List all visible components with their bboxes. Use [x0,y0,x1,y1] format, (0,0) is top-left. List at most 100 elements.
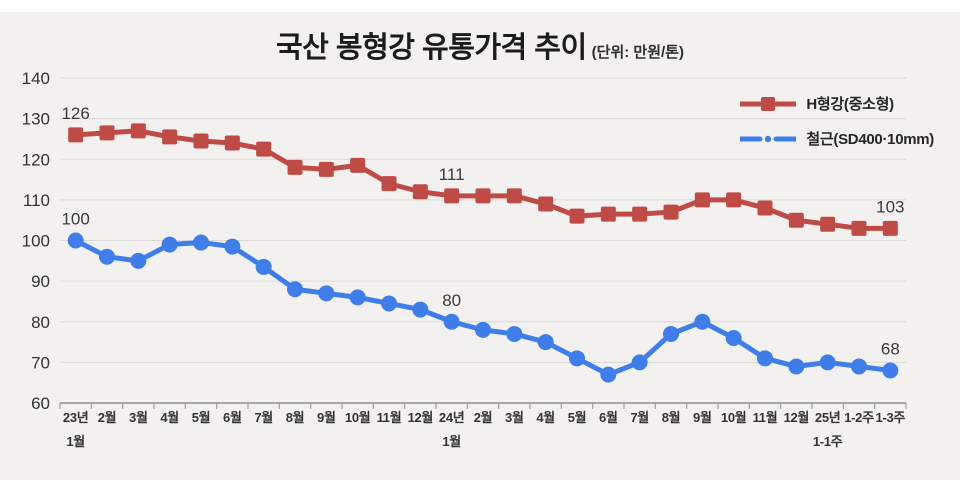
h-beam-point-marker [256,141,272,157]
x-tick-label: 3월 [129,410,148,425]
x-tick-label: 10월 [345,410,371,425]
x-tick-label: 1-3주 [876,410,906,425]
rebar-point-marker [381,295,397,312]
chart-legend: H형강(중소형) 철근(SD400·10mm) [740,86,934,156]
h-beam-point-marker [851,220,867,236]
rebar-point-marker [412,301,429,318]
h-beam-point-marker [757,200,773,216]
h-beam-point-marker [224,135,240,151]
data-point-label: 68 [881,340,900,359]
h-beam-point-marker [444,188,460,204]
x-tick-label: 3월 [505,410,524,425]
h-beam-point-marker [569,208,585,224]
h-beam-point-marker [726,192,742,208]
rebar-point-marker [99,248,115,265]
data-point-label: 100 [61,210,89,229]
h-beam-point-marker [318,161,334,177]
x-tick-label: 5월 [568,410,587,425]
x-tick-label: 8월 [662,410,681,425]
rebar-point-marker [600,366,617,383]
rebar-point-marker [224,238,241,255]
x-tick-label: 10월 [721,410,747,425]
x-tick-label: 7월 [254,410,273,425]
h-beam-point-marker [68,127,84,143]
rebar-point-marker [694,313,711,330]
rebar-point-marker [193,234,209,251]
h-beam-point-marker [600,206,616,222]
rebar-point-marker [663,325,679,342]
x-tick-label: 11월 [753,410,778,425]
chart-title-row: 국산 봉형강 유통가격 추이 (단위: 만원/톤) [0,24,960,66]
data-point-label: 80 [442,291,461,310]
h-beam-point-marker [350,157,366,173]
x-tick-label: 1월 [442,434,461,449]
x-tick-label: 1-1주 [813,434,843,449]
y-tick-label: 70 [31,353,50,372]
y-tick-label: 130 [22,110,50,129]
x-tick-label: 6월 [223,410,242,425]
y-tick-label: 110 [23,191,50,210]
x-tick-label: 23년 [63,410,89,425]
chart-title: 국산 봉형강 유통가격 추이 [276,32,587,64]
h-beam-point-marker [788,212,804,228]
rebar-point-marker [287,281,303,298]
rebar-point-marker [130,252,147,269]
h-beam-point-marker [820,216,836,232]
rebar-point-marker [506,325,523,342]
rebar-point-marker [443,313,460,330]
x-tick-label: 5월 [192,410,211,425]
rebar-point-marker [475,321,491,338]
h-beam-point-marker [882,220,898,236]
y-tick-label: 140 [22,69,50,88]
chart-unit-label: (단위: 만원/톤) [591,44,684,61]
h-beam-point-marker [193,133,209,149]
x-tick-label: 7월 [630,410,649,425]
h-beam-point-marker [287,159,303,175]
rebar-point-marker [569,350,585,367]
x-tick-label: 25년 [815,410,841,425]
x-tick-label: 9월 [317,410,336,425]
legend-item-h-beam: H형강(중소형) [740,86,934,121]
rebar-point-marker [725,330,742,346]
rebar-point-marker [67,232,84,249]
data-point-label: 103 [876,197,904,216]
rebar-point-marker [788,358,805,375]
rebar-point-marker [631,354,648,371]
x-tick-label: 4월 [536,410,555,425]
rebar-point-marker [161,236,178,253]
chart-panel [0,12,960,480]
h-beam-point-marker [412,184,428,200]
data-point-label: 111 [439,165,465,184]
rebar-point-marker [819,354,836,371]
x-tick-label: 1월 [66,434,85,449]
h-beam-point-marker [162,129,178,145]
h-beam-point-marker [694,192,710,208]
x-tick-label: 6월 [599,410,618,425]
h-beam-point-marker [475,188,491,204]
rebar-point-marker [255,258,272,275]
h-beam-point-marker [99,125,115,141]
rebar-point-marker [537,334,554,351]
legend-item-rebar: 철근(SD400·10mm) [740,121,934,156]
x-tick-label: 11월 [377,410,402,425]
h-beam-point-marker [663,204,679,220]
x-tick-label: 8월 [286,410,305,425]
h-beam-point-marker [506,188,522,204]
rebar-point-marker [757,350,773,367]
y-tick-label: 80 [31,313,50,332]
y-tick-label: 90 [31,272,50,291]
x-tick-label: 2월 [474,410,493,425]
x-tick-label: 1-2주 [844,410,874,425]
x-tick-label: 2월 [98,410,117,425]
h-beam-point-marker [632,206,648,222]
legend-label-h-beam: H형강(중소형) [806,96,894,113]
x-tick-label: 24년 [439,410,465,425]
h-beam-point-marker [130,123,146,139]
h-beam-line-square-icon [740,96,797,111]
h-beam-point-marker [381,176,397,192]
data-point-label: 126 [61,104,89,123]
y-tick-label: 100 [22,232,50,251]
x-tick-label: 12월 [408,410,434,425]
